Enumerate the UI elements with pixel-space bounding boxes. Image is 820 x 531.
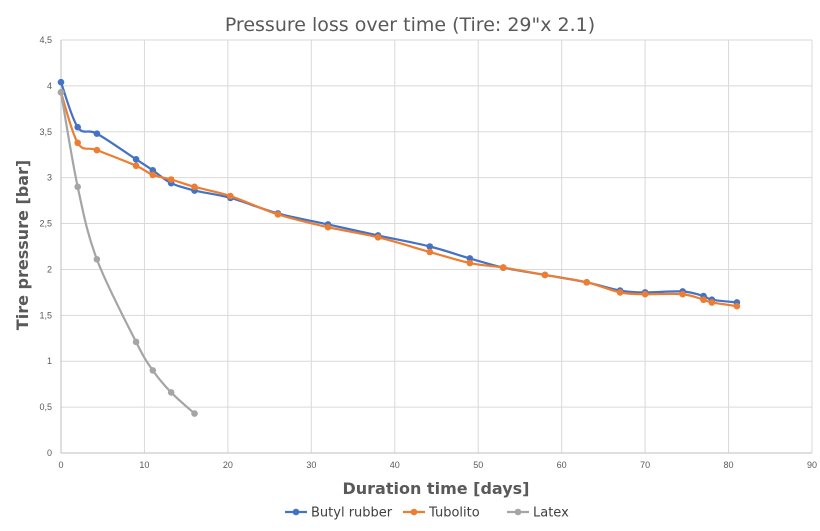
x-tick-label: 60: [557, 460, 567, 470]
x-axis-title: Duration time [days]: [342, 479, 529, 498]
x-tick-label: 0: [58, 460, 63, 470]
series-tubolito: [57, 89, 741, 310]
y-tick-label: 1,5: [39, 310, 52, 320]
tubolito-point: [274, 211, 282, 218]
x-tick-label: 50: [473, 460, 483, 470]
tubolito-point: [167, 176, 175, 183]
tubolito-point: [641, 290, 649, 298]
butyl-rubber-point: [426, 243, 434, 250]
tubolito-point: [227, 192, 234, 200]
y-tick-label: 0,5: [39, 402, 52, 412]
series-latex: [57, 89, 198, 417]
butyl-rubber-point: [57, 78, 65, 86]
tubolito-point: [191, 183, 198, 191]
tubolito-point: [541, 271, 549, 279]
y-tick-label: 3: [47, 173, 52, 183]
tubolito-point: [426, 248, 434, 256]
butyl-rubber-point: [466, 255, 474, 262]
tubolito-point: [499, 264, 507, 271]
tubolito-point: [679, 290, 686, 298]
latex-point: [93, 256, 101, 263]
y-tick-label: 3,5: [39, 127, 52, 137]
latex-point: [57, 89, 65, 96]
y-tick-label: 2,5: [39, 219, 52, 229]
tubolito-point: [466, 259, 474, 267]
x-tick-label: 10: [139, 460, 149, 470]
x-tick-label: 90: [807, 460, 817, 470]
tubolito-line: [59, 91, 738, 308]
x-tick-label: 40: [390, 460, 400, 470]
tubolito-point: [93, 146, 101, 154]
latex-point: [132, 338, 140, 346]
y-tick-label: 4,5: [39, 35, 52, 45]
legend-marker: [292, 508, 300, 516]
latex-point: [149, 367, 157, 374]
tubolito-point: [324, 223, 332, 231]
tubolito-point: [74, 139, 81, 147]
legend: Butyl rubber Tubolito Latex: [285, 506, 569, 521]
grid-lines: [61, 39, 813, 453]
tubolito-point: [708, 299, 716, 306]
legend-marker: [514, 508, 522, 516]
butyl-rubber-point: [93, 130, 101, 137]
tick-labels: 0 0,5 1 1,5 2 2,5 3 3,5 4 4,5 0 10 20 30 40 50 60 70 80 90: [39, 35, 817, 470]
series-layer: [57, 78, 741, 417]
butyl-rubber-line: [59, 81, 738, 304]
latex-point: [167, 389, 175, 396]
tubolito-point: [733, 302, 741, 310]
legend-label: Butyl rubber: [311, 506, 393, 521]
tubolito-point: [616, 289, 624, 296]
y-axis-title: Tire pressure [bar]: [13, 160, 32, 330]
axes: [60, 40, 812, 454]
y-tick-label: 4: [47, 81, 52, 91]
series-butyl-rubber: [57, 78, 741, 306]
butyl-rubber-point: [149, 167, 157, 174]
legend-marker: [410, 508, 418, 516]
butyl-rubber-point: [132, 156, 140, 163]
tubolito-point: [583, 278, 590, 286]
x-tick-label: 70: [640, 460, 650, 470]
tubolito-point: [132, 162, 140, 170]
tubolito-point: [700, 296, 707, 304]
x-tick-label: 20: [223, 460, 233, 470]
tubolito-point: [374, 234, 382, 241]
latex-point: [191, 410, 198, 417]
legend-label: Latex: [533, 506, 569, 521]
legend-item-latex: Latex: [507, 506, 569, 521]
tubolito-point: [149, 171, 157, 179]
legend-item-tubolito: Tubolito: [403, 506, 480, 521]
butyl-rubber-point: [74, 123, 81, 131]
latex-point: [74, 183, 81, 191]
y-tick-label: 0: [47, 448, 52, 458]
x-tick-label: 80: [724, 460, 734, 470]
legend-item-butyl-rubber: Butyl rubber: [285, 506, 393, 521]
y-tick-label: 1: [47, 356, 52, 366]
x-tick-label: 30: [306, 460, 316, 470]
legend-label: Tubolito: [428, 506, 480, 521]
latex-line: [59, 92, 196, 415]
y-tick-label: 2: [47, 264, 52, 274]
chart-title: Pressure loss over time (Tire: 29"x 2.1): [225, 14, 595, 36]
